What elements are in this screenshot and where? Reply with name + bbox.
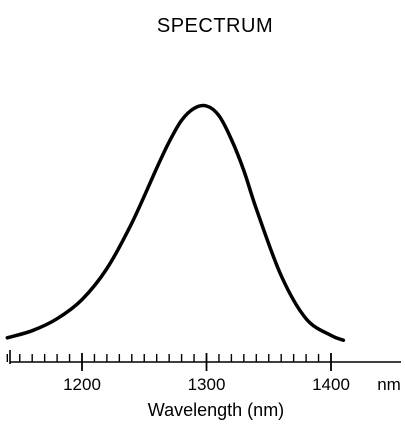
x-tick-label-1400: 1400 — [312, 375, 350, 394]
x-axis-title: Wavelength (nm) — [148, 400, 284, 420]
chart-title: SPECTRUM — [157, 15, 273, 37]
spectrum-curve — [5, 103, 346, 342]
x-axis-unit-label: nm — [377, 375, 401, 394]
x-tick-label-1200: 1200 — [63, 375, 101, 394]
x-tick-label-1300: 1300 — [188, 375, 226, 394]
x-axis-tick-labels: 1200 1300 1400 — [63, 375, 350, 394]
x-axis-ticks — [6, 350, 332, 371]
